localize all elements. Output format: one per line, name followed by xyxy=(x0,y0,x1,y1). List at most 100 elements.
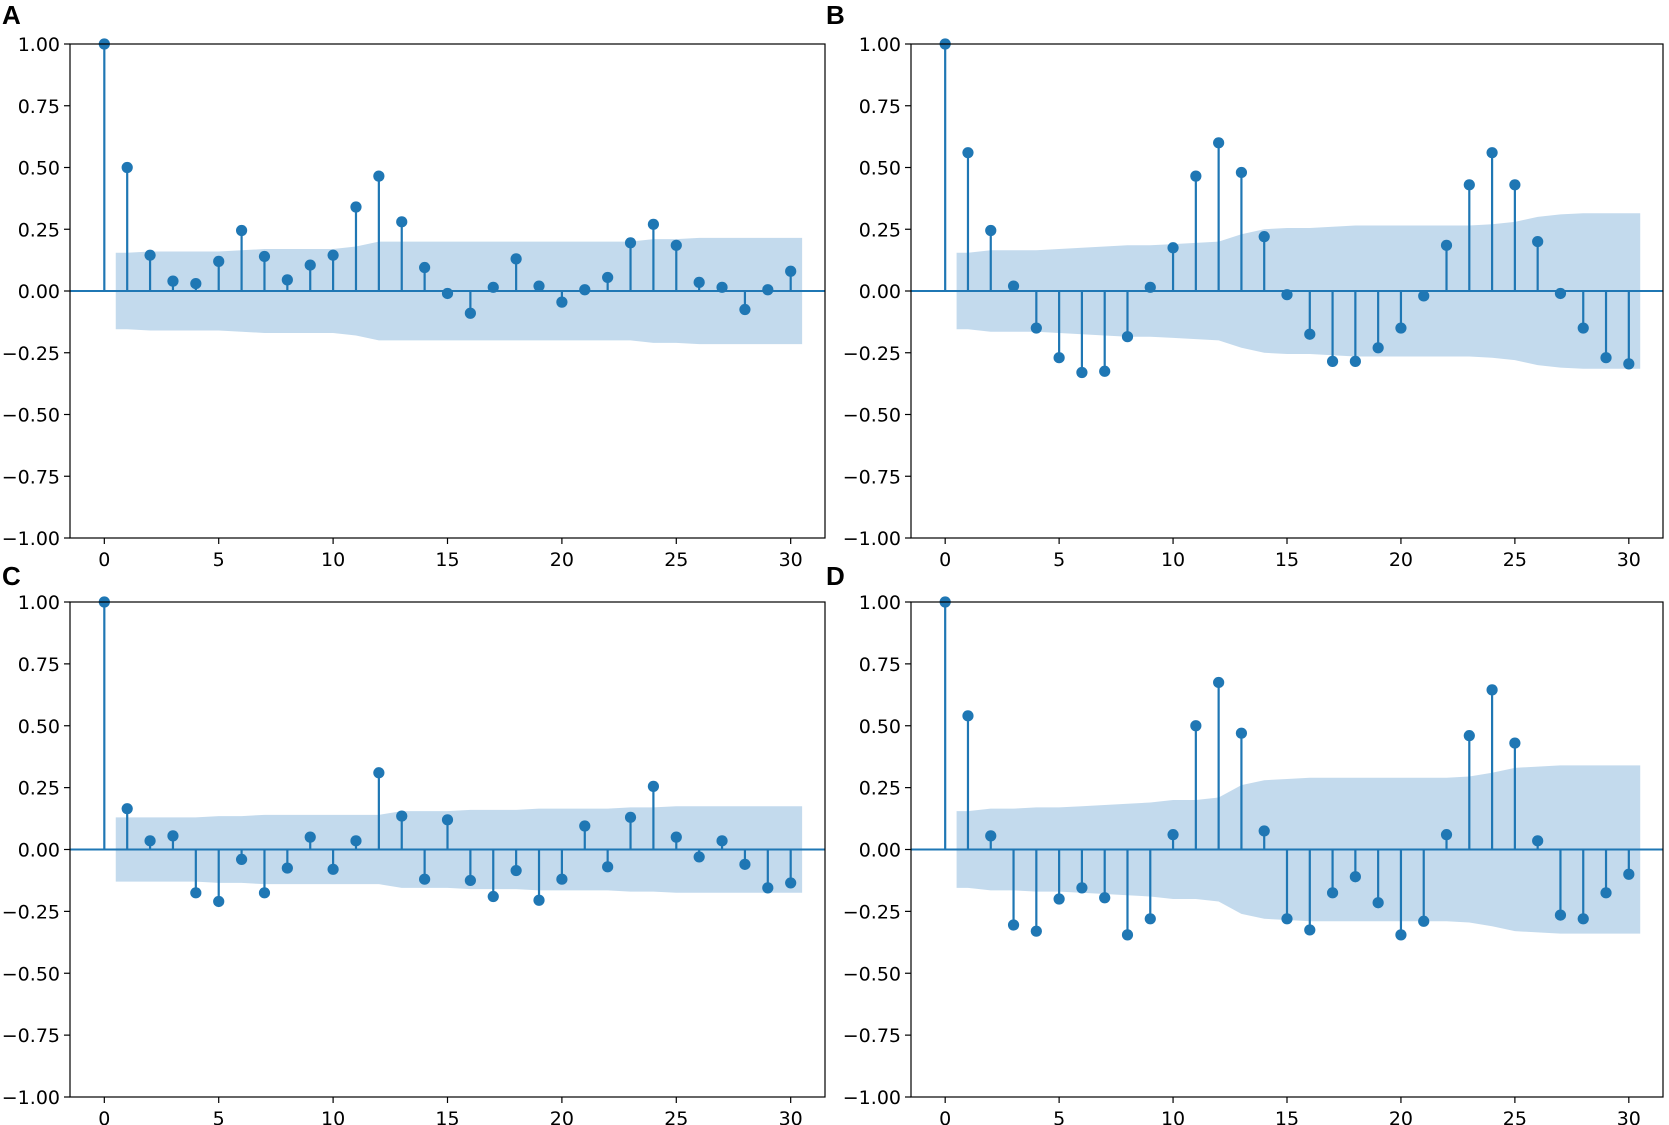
y-tick-label: 0.50 xyxy=(18,716,60,738)
stem-marker xyxy=(1623,868,1635,880)
stem-marker xyxy=(1372,342,1384,354)
y-tick-label: −0.75 xyxy=(2,1025,60,1047)
y-tick-label: −0.50 xyxy=(2,963,60,985)
panel-a: A 0 5 10 15 20 25 30 1.00 0.75 0.50 0.25 0.00 −0.25 −… xyxy=(2,0,826,571)
stem-marker xyxy=(624,237,637,249)
x-tick-label: 15 xyxy=(435,549,459,571)
stem-marker xyxy=(1030,925,1042,937)
stem-marker xyxy=(739,858,751,870)
x-tick-label: 20 xyxy=(1389,1108,1413,1125)
y-tick-label: −1.00 xyxy=(2,1087,60,1109)
x-tick-label: 10 xyxy=(1161,1108,1185,1125)
stem-marker xyxy=(1304,924,1316,936)
stem-marker xyxy=(144,835,156,847)
x-tick-label: 15 xyxy=(435,1108,459,1125)
y-tick-label: −0.50 xyxy=(843,405,901,427)
stem-marker xyxy=(1053,352,1065,364)
y-tick-label: 1.00 xyxy=(859,592,901,614)
stem-marker xyxy=(762,284,774,296)
stem-marker xyxy=(1258,231,1270,243)
stem-marker xyxy=(647,780,660,792)
x-tick-label: 25 xyxy=(1503,549,1527,571)
panel-d: D 0 5 10 15 20 25 30 1.00 0.75 0.50 0.25 0.00 −0.25 −… xyxy=(826,561,1664,1125)
stem-marker xyxy=(602,861,614,873)
stem-marker xyxy=(962,710,974,722)
x-tick-label: 20 xyxy=(1389,549,1413,571)
y-tick-label: 0.50 xyxy=(18,158,60,180)
y-tick-label: 0.00 xyxy=(18,840,60,862)
y-tick-label: −1.00 xyxy=(843,528,901,550)
x-tick-label: 25 xyxy=(664,549,688,571)
stem-marker xyxy=(167,830,179,842)
y-tick-label: 0.25 xyxy=(18,778,60,800)
stem-marker xyxy=(579,820,591,832)
panel-b: B 0 5 10 15 20 25 30 1.00 0.75 0.50 0.25 0.00 −0.25 −… xyxy=(826,0,1664,571)
stem-marker xyxy=(1235,727,1248,739)
stem-marker xyxy=(1349,355,1361,367)
x-tick-label: 5 xyxy=(213,549,225,571)
stem-marker xyxy=(1577,322,1589,334)
stem-marker xyxy=(1304,328,1316,340)
panel-c: C 0 5 10 15 20 25 30 1.00 0.75 0.50 0.25 0.00 −0.25 −… xyxy=(2,561,826,1125)
y-tick-label: 0.25 xyxy=(859,219,901,241)
stem-marker xyxy=(350,201,362,213)
stem-marker xyxy=(1509,179,1521,191)
stem-marker xyxy=(1167,242,1179,254)
y-tick-label: 0.75 xyxy=(859,96,901,118)
x-tick-label: 10 xyxy=(321,1108,345,1125)
stem-marker xyxy=(985,830,997,842)
stem-marker xyxy=(213,255,225,267)
stem-marker xyxy=(716,281,728,293)
stem-marker xyxy=(1326,355,1339,367)
stem-marker xyxy=(487,281,499,293)
y-tick-label: 0.00 xyxy=(859,281,901,303)
stem-marker xyxy=(716,835,728,847)
stem-marker xyxy=(1167,829,1179,841)
stem-marker xyxy=(235,853,248,866)
stem-marker xyxy=(419,873,431,885)
stem-marker xyxy=(1076,882,1088,894)
stem-marker xyxy=(1554,909,1567,921)
stem-marker xyxy=(396,216,408,228)
stem-marker xyxy=(647,218,660,230)
x-tick-label: 15 xyxy=(1275,549,1299,571)
plot-area-d: 0 5 10 15 20 25 30 1.00 0.75 0.50 0.25 0.00 −0.25 −0.… xyxy=(843,592,1664,1125)
stem-marker xyxy=(1053,893,1065,905)
stem-marker xyxy=(1213,137,1225,149)
x-tick-label: 30 xyxy=(1617,1108,1641,1125)
y-tick-label: −0.75 xyxy=(843,1025,901,1047)
stem-marker xyxy=(1440,239,1453,251)
stem-marker xyxy=(396,810,408,822)
stem-marker xyxy=(1326,887,1339,899)
x-tick-label: 0 xyxy=(939,1108,951,1125)
stem-marker xyxy=(693,851,705,863)
stem-marker xyxy=(464,307,476,319)
y-tick-label: 0.25 xyxy=(18,219,60,241)
stem-marker xyxy=(327,249,339,261)
y-tick-label: 0.50 xyxy=(859,716,901,738)
y-tick-label: −0.25 xyxy=(843,901,901,923)
x-tick-label: 5 xyxy=(1053,549,1065,571)
stem-marker xyxy=(190,887,202,899)
stem-marker xyxy=(533,280,545,292)
stem-marker xyxy=(1395,929,1407,941)
stem-marker xyxy=(441,287,454,300)
x-tick-label: 30 xyxy=(779,1108,803,1125)
stem-marker xyxy=(1007,919,1020,931)
stem-marker xyxy=(1258,825,1270,837)
stem-marker xyxy=(1577,913,1589,925)
stem-marker xyxy=(190,277,202,290)
x-tick-label: 5 xyxy=(1053,1108,1065,1125)
x-tick-label: 30 xyxy=(1617,549,1641,571)
x-tick-label: 15 xyxy=(1275,1108,1299,1125)
y-tick-label: −0.50 xyxy=(2,405,60,427)
stem-marker xyxy=(785,877,797,889)
x-tick-label: 0 xyxy=(98,549,110,571)
y-tick-label: 1.00 xyxy=(18,34,60,56)
stem-marker xyxy=(624,811,637,823)
stem-marker xyxy=(1213,676,1225,689)
y-tick-label: −0.25 xyxy=(2,901,60,923)
y-tick-label: 1.00 xyxy=(859,34,901,56)
panel-letter-b: B xyxy=(826,0,845,30)
